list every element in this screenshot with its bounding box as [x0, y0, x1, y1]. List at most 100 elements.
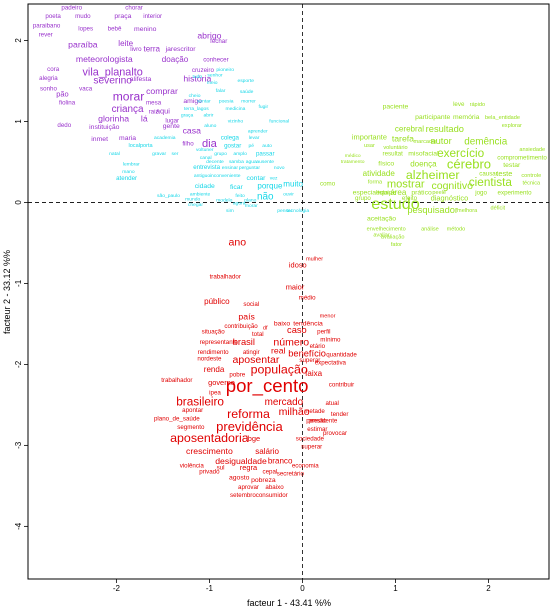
word-point: grupo [214, 151, 227, 157]
word-point: agosto [229, 475, 250, 482]
y-tick-label: -2 [14, 360, 23, 368]
word-point: alzheimer [406, 168, 460, 182]
word-point: gostar [224, 142, 241, 149]
word-point: gravar [152, 151, 166, 157]
word-point: branco [268, 457, 293, 466]
word-point: ficar [230, 184, 244, 191]
word-point: milhão [279, 406, 310, 418]
word-point: medicina [226, 106, 246, 112]
word-point: alifesta [130, 76, 152, 83]
word-point: não [257, 191, 274, 202]
word-point: análise [421, 227, 439, 233]
word-point: menor [320, 313, 336, 319]
word-point: ouvir [283, 192, 294, 198]
y-tick-label: -3 [14, 441, 23, 449]
word-point: chorar [125, 5, 143, 12]
y-axis-ticks: 2 1 0 -1 -2 -3 -4 [14, 38, 28, 530]
word-point: pensão [306, 418, 327, 425]
word-point: país [238, 312, 255, 322]
word-point: participante [415, 114, 450, 121]
word-point: mercado [265, 397, 304, 408]
word-point: memória [453, 114, 480, 121]
word-point: teste [496, 169, 512, 178]
word-point: raiz [149, 108, 159, 115]
word-point: baixo [274, 321, 290, 328]
word-point: doação [162, 55, 189, 64]
word-point: auto [262, 143, 272, 149]
word-point: morrer [241, 98, 256, 104]
word-point: tender [331, 411, 349, 418]
word-point: tendência [293, 321, 323, 328]
word-point: experimento [498, 189, 533, 196]
word-point: filho [182, 141, 194, 148]
word-point: comprometimento [497, 155, 547, 162]
word-point: contar [246, 175, 266, 182]
word-point: tudo [193, 74, 203, 80]
word-point: superar [301, 444, 322, 451]
word-point: muito [283, 180, 303, 189]
word-point: leve [453, 101, 465, 108]
word-point: ansiedade [519, 147, 545, 153]
word-point: pioneiro [216, 67, 234, 73]
word-point: ipea [209, 389, 221, 396]
word-point: inconveniente [210, 173, 241, 179]
word-point: cepal [262, 469, 277, 476]
word-point: terra_lagos [184, 106, 209, 112]
word-point: ser [172, 151, 179, 157]
word-point: paraibano [33, 23, 61, 30]
word-point: importante [352, 133, 387, 142]
word-point: ausente [256, 159, 274, 165]
word-point: apontar [182, 407, 203, 414]
word-point: método [447, 227, 466, 233]
word-point: pensar [277, 208, 292, 214]
word-point: consumidor [256, 492, 288, 499]
word-point: violência [180, 462, 205, 469]
word-point: vaca [79, 86, 93, 93]
x-tick-label: 2 [486, 584, 491, 593]
word-point: poeta [45, 13, 61, 20]
word-point: sonho [40, 86, 57, 93]
word-point: colega [221, 134, 240, 141]
word-point: resultado [426, 124, 464, 134]
word-point: cientista [469, 176, 513, 189]
word-point: morar [113, 89, 145, 103]
word-point: livro [130, 46, 142, 53]
word-point: reforma [227, 407, 270, 421]
word-point: sul [217, 465, 225, 472]
word-point: entrevista [193, 164, 220, 171]
word-point: regra [240, 463, 258, 472]
x-tick-label: 0 [300, 584, 305, 593]
word-point: paraíba [68, 40, 98, 50]
word-point: melhora [457, 208, 478, 214]
word-point: trabalhador [210, 274, 241, 281]
word-point: história [183, 74, 211, 84]
word-point: testar [503, 162, 521, 169]
word-point: rápido [470, 102, 486, 108]
word-point: comprar [146, 86, 178, 96]
word-point: setembro [230, 492, 256, 499]
word-point: perguntar [239, 165, 261, 171]
word-point: segmento [177, 424, 205, 431]
word-point: prático [411, 189, 432, 196]
word-point: meteorologista [76, 54, 133, 64]
word-point: brasil [233, 337, 255, 347]
word-point: abrigo [197, 31, 221, 41]
word-point: lembrar [123, 162, 140, 168]
word-point: trabalhador [161, 377, 192, 384]
word-point: novo [274, 166, 285, 171]
word-point: jogo [474, 189, 487, 196]
word-point: avaliação [381, 235, 405, 241]
word-point: salário [255, 447, 279, 456]
word-point: grupo [355, 195, 371, 202]
word-point: peele [432, 190, 446, 196]
word-point: modelo [216, 197, 232, 203]
word-point: sim [226, 208, 234, 214]
word-point: fator [391, 242, 402, 248]
word-point: nordeste [197, 355, 222, 362]
word-point: atender [116, 175, 137, 182]
word-point: social [243, 301, 259, 308]
word-point: número [273, 336, 309, 348]
word-point: aprender [248, 128, 268, 134]
word-point: natal [109, 151, 120, 157]
word-point: benefício [288, 348, 326, 358]
